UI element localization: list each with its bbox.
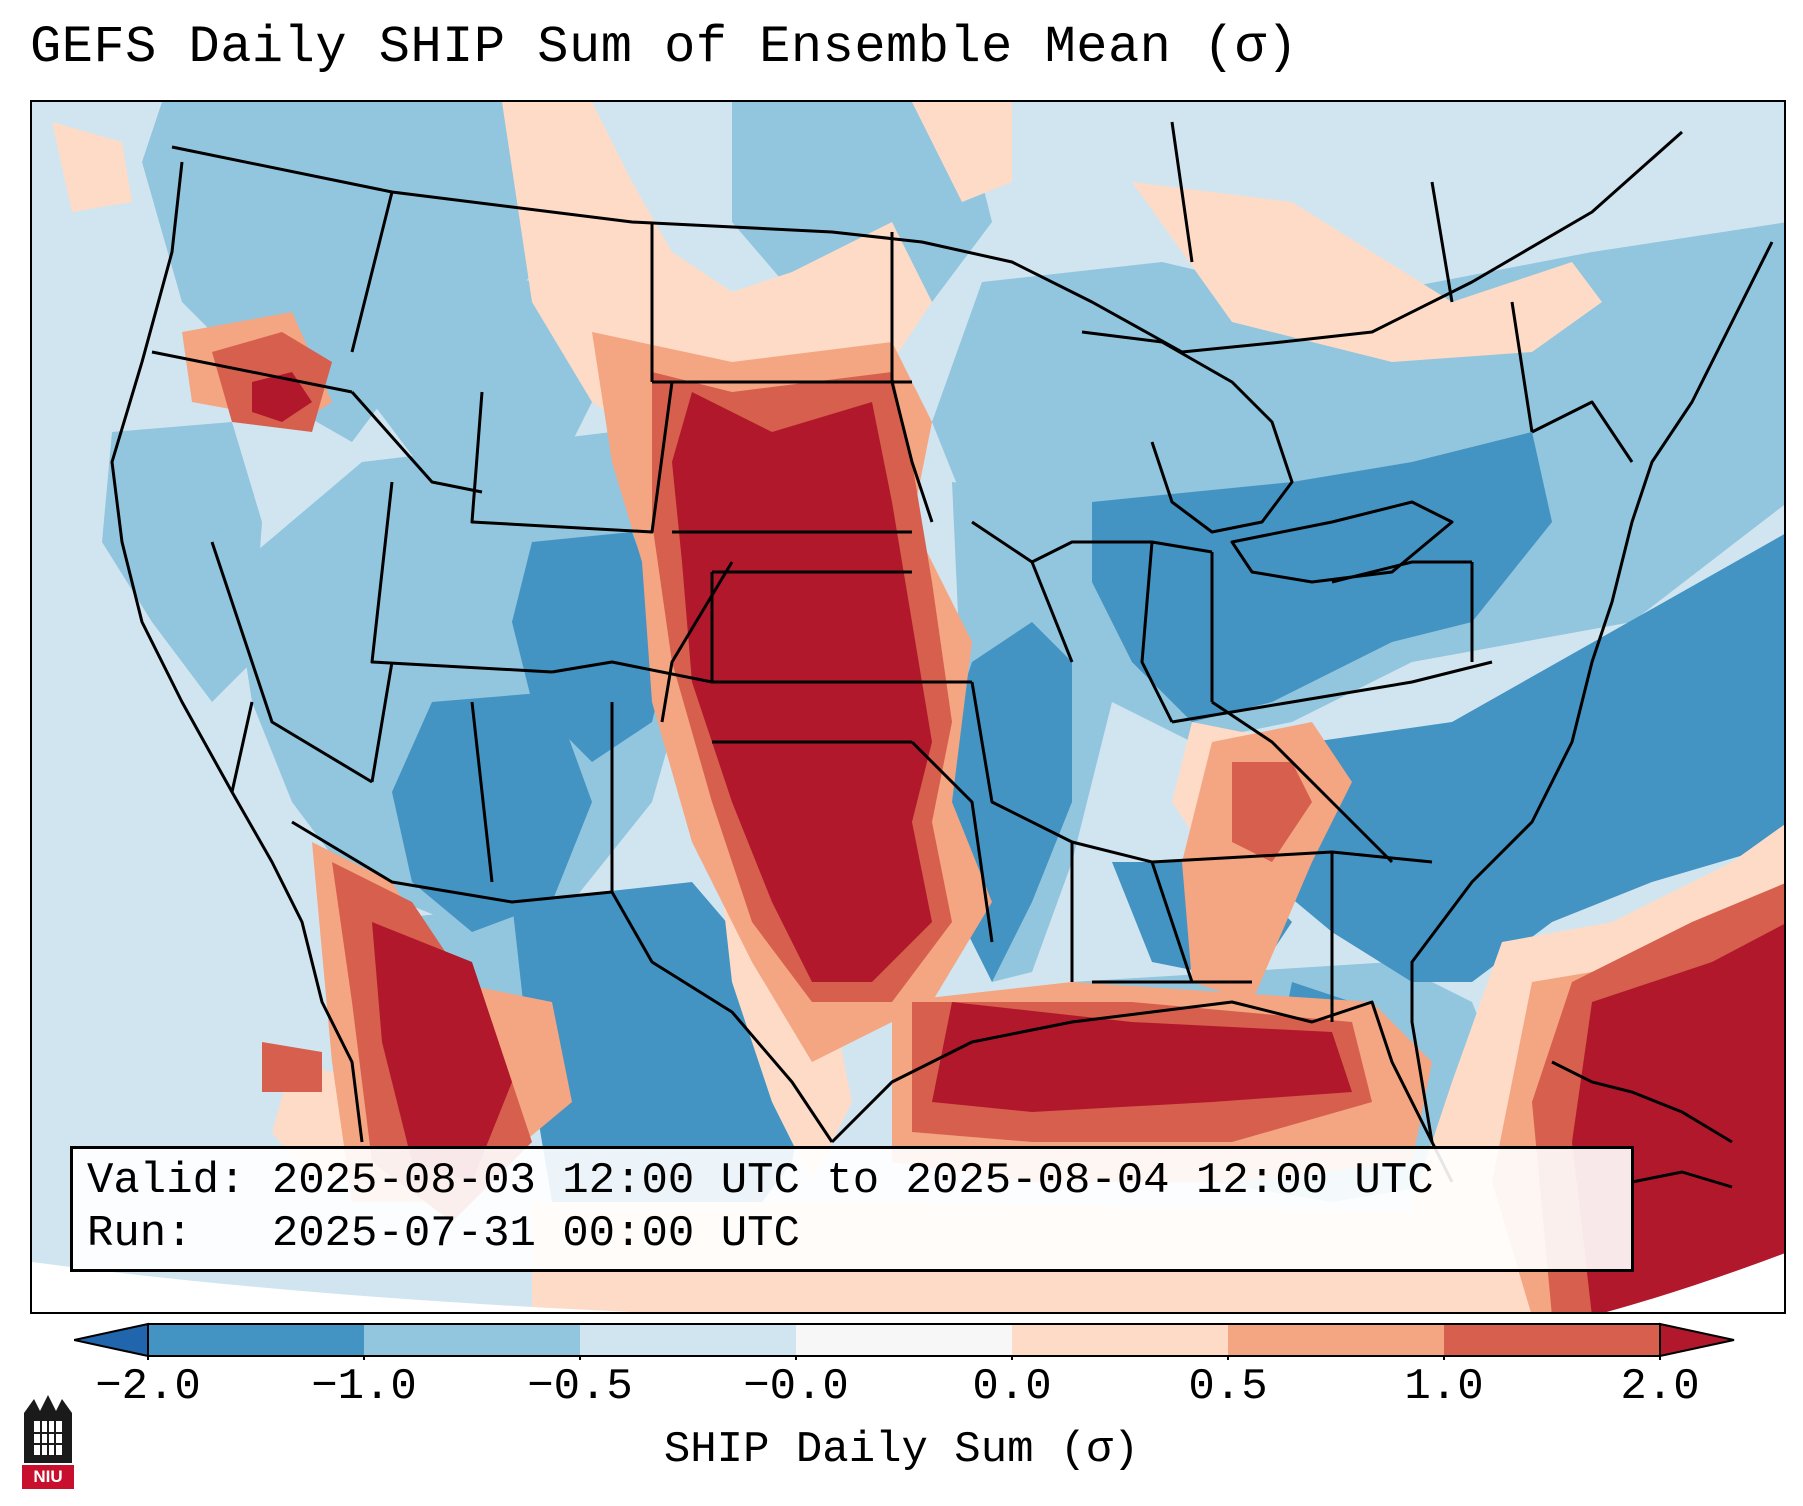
- colorbar-graphic: [73, 1322, 1735, 1360]
- niu-logo-text: NIU: [33, 1467, 63, 1486]
- colorbar-label: SHIP Daily Sum (σ): [663, 1425, 1140, 1475]
- colorbar-extend-low: [73, 1322, 149, 1358]
- projection-edge-left: [32, 1262, 632, 1312]
- validity-info-box: Valid: 2025-08-03 12:00 UTC to 2025-08-0…: [70, 1146, 1634, 1272]
- state-borders: [110, 121, 1774, 1183]
- niu-logo: NIU: [20, 1393, 76, 1496]
- caribbean-coast: [1551, 1060, 1733, 1189]
- colorbar-tick-label: −0.0: [743, 1362, 849, 1412]
- colorbar-tick-label: 1.0: [1404, 1362, 1484, 1412]
- colorbar-tick-label: 0.5: [1188, 1362, 1268, 1412]
- map-canvas: [32, 102, 1784, 1312]
- run-time-text: Run: 2025-07-31 00:00 UTC: [87, 1209, 800, 1259]
- colorbar: [73, 1320, 1744, 1365]
- colorbar-segment: [364, 1324, 580, 1356]
- projection-edge-right: [1606, 1253, 1784, 1312]
- colorbar-segment: [1444, 1324, 1660, 1356]
- colorbar-segment: [1228, 1324, 1444, 1356]
- colorbar-tick-label: 2.0: [1620, 1362, 1700, 1412]
- colorbar-segment: [1012, 1324, 1228, 1356]
- ship-map: Valid: 2025-08-03 12:00 UTC to 2025-08-0…: [30, 100, 1786, 1314]
- colorbar-extend-high: [1659, 1322, 1735, 1358]
- valid-time-text: Valid: 2025-08-03 12:00 UTC to 2025-08-0…: [87, 1156, 1434, 1206]
- map-title: GEFS Daily SHIP Sum of Ensemble Mean (σ): [30, 18, 1299, 77]
- niu-building-icon: [22, 1395, 74, 1489]
- colorbar-segment: [148, 1324, 364, 1356]
- colorbar-tick-label: 0.0: [972, 1362, 1052, 1412]
- colorbar-segment: [580, 1324, 796, 1356]
- colorbar-tick-label: −1.0: [311, 1362, 417, 1412]
- colorbar-tick-label: −2.0: [95, 1362, 201, 1412]
- colorbar-tick-label: −0.5: [527, 1362, 633, 1412]
- colorbar-segment: [796, 1324, 1012, 1356]
